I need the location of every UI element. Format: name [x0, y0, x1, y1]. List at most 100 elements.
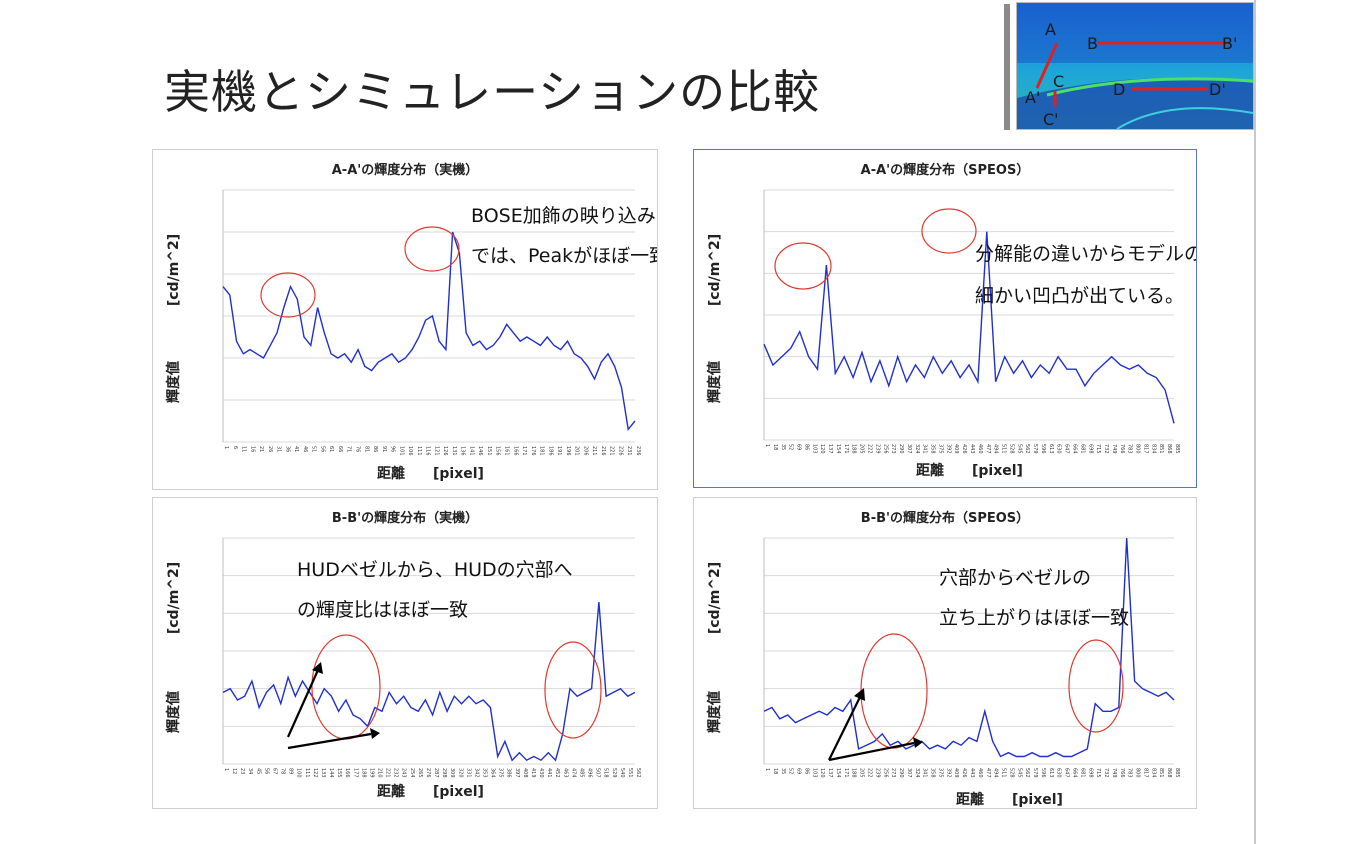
chart-panel-bb-speos: B-B'の輝度分布（SPEOS） 1 18 35 52 69 86 103 120 137 154…	[693, 497, 1197, 809]
x-tick-label: 126	[442, 446, 448, 456]
x-tick-label: 86	[803, 768, 809, 774]
x-tick-label: 196	[565, 446, 571, 456]
x-tick-label: 397	[514, 768, 520, 778]
x-tick-labels: 1 12 23 34 45 56 67 78 89 100 111 122 133 144 155 166 17…	[223, 768, 641, 778]
x-tick-label: 166	[344, 768, 350, 778]
x-tick-label: 562	[1024, 768, 1030, 778]
chart-panel-aa-real: A-A'の輝度分布（実機） 1 6 11 16 21 26 31 36 41 46 51 56 61 66…	[152, 149, 658, 490]
highlight-circle	[260, 272, 316, 318]
x-tick-label: 885	[1174, 768, 1180, 778]
y-axis-unit: [cd/m^2]	[166, 234, 182, 306]
x-tick-label: 101	[398, 446, 404, 456]
arrow-right	[828, 737, 923, 762]
x-tick-label: 749	[1111, 444, 1117, 454]
x-tick-label: 430	[538, 768, 544, 778]
x-tick-label: 485	[578, 768, 584, 778]
x-axis-label: 距離 [pixel]	[377, 783, 484, 800]
x-tick-label: 307	[906, 444, 912, 454]
x-tick-label: 52	[788, 768, 794, 774]
x-tick-label: 1	[764, 444, 770, 447]
thumbnail-image: A A' B B' C C' D D'	[1016, 2, 1254, 130]
x-tick-label: 256	[882, 444, 888, 454]
x-tick-label: 151	[486, 446, 492, 456]
x-tick-label: 647	[1064, 768, 1070, 778]
x-tick-label: 460	[977, 444, 983, 454]
x-tick-label: 120	[819, 768, 825, 778]
x-tick-label: 51	[311, 446, 317, 452]
x-tick-label: 156	[495, 446, 501, 456]
grid	[763, 189, 1174, 441]
x-tick-label: 103	[811, 444, 817, 454]
x-tick-label: 171	[843, 444, 849, 454]
x-tick-label: 324	[914, 444, 920, 454]
x-tick-label: 613	[1048, 768, 1054, 778]
annotation-text: 分解能の違いからモデルの方が	[975, 243, 1196, 265]
x-tick-label: 426	[961, 444, 967, 454]
thumb-label: B	[1087, 34, 1098, 53]
x-tick-label: 171	[521, 446, 527, 456]
x-tick-label: 86	[372, 446, 378, 452]
x-tick-labels: 1 6 11 16 21 26 31 36 41 46 51 56 61 66 71 76 81 86 91 96 10…	[223, 446, 641, 456]
arrow-up	[286, 662, 323, 738]
y-axis-unit: [cd/m^2]	[166, 562, 182, 634]
x-tick-label: 392	[945, 768, 951, 778]
x-tick-label: 885	[1174, 444, 1180, 454]
x-tick-label: 121	[433, 446, 439, 456]
x-tick-label: 494	[993, 768, 999, 778]
x-tick-label: 290	[898, 768, 904, 778]
x-tick-label: 766	[1119, 768, 1125, 778]
x-tick-label: 133	[320, 768, 326, 778]
x-tick-label: 375	[937, 444, 943, 454]
x-tick-label: 243	[401, 768, 407, 778]
x-tick-label: 834	[1150, 444, 1156, 454]
x-tick-label: 1	[223, 768, 229, 771]
x-tick-label: 221	[385, 768, 391, 778]
x-tick-label: 191	[556, 446, 562, 456]
y-axis-label: 輝度値	[706, 691, 723, 733]
x-axis-label: 距離 [pixel]	[956, 791, 1063, 808]
x-tick-label: 254	[409, 768, 415, 778]
x-tick-label: 341	[922, 444, 928, 454]
x-tick-label: 16	[249, 446, 255, 452]
x-tick-label: 78	[280, 768, 286, 774]
x-tick-label: 154	[835, 444, 841, 454]
x-tick-label: 273	[890, 444, 896, 454]
x-tick-label: 155	[336, 768, 342, 778]
thumb-line-aa	[1035, 42, 1059, 89]
highlight-circle	[921, 208, 977, 254]
x-tick-label: 265	[417, 768, 423, 778]
x-tick-label: 681	[1079, 768, 1085, 778]
x-tick-label: 630	[1056, 444, 1062, 454]
x-tick-label: 188	[360, 768, 366, 778]
x-tick-label: 443	[969, 768, 975, 778]
x-tick-label: 698	[1087, 444, 1093, 454]
x-tick-label: 441	[546, 768, 552, 778]
x-tick-label: 67	[271, 768, 277, 774]
x-tick-label: 664	[1072, 768, 1078, 778]
x-tick-label: 545	[1016, 768, 1022, 778]
x-tick-label: 562	[635, 768, 641, 778]
series-line	[222, 601, 636, 762]
thumb-label: A	[1045, 20, 1056, 39]
chart-bb-speos: B-B'の輝度分布（SPEOS） 1 18 35 52 69 86 103 120 137 154…	[706, 510, 1180, 808]
x-tick-label: 800	[1135, 444, 1141, 454]
x-tick-label: 161	[504, 446, 510, 456]
x-tick-label: 834	[1150, 768, 1156, 778]
x-tick-label: 103	[811, 768, 817, 778]
x-tick-label: 817	[1142, 444, 1148, 454]
x-tick-label: 783	[1127, 444, 1133, 454]
x-tick-label: 11	[241, 446, 247, 452]
slide-title: 実機とシミュレーションの比較	[164, 65, 821, 119]
x-tick-label: 868	[1166, 444, 1172, 454]
annotation-text: 立ち上がりはほぼ一致	[939, 607, 1129, 629]
x-tick-label: 817	[1142, 768, 1148, 778]
x-tick-label: 364	[490, 768, 496, 778]
x-tick-label: 375	[498, 768, 504, 778]
x-tick-label: 496	[587, 768, 593, 778]
x-tick-label: 256	[882, 768, 888, 778]
x-tick-label: 307	[906, 768, 912, 778]
x-tick-label: 221	[609, 446, 615, 456]
x-tick-label: 579	[1032, 444, 1038, 454]
x-tick-label: 91	[381, 446, 387, 452]
x-tick-label: 463	[562, 768, 568, 778]
